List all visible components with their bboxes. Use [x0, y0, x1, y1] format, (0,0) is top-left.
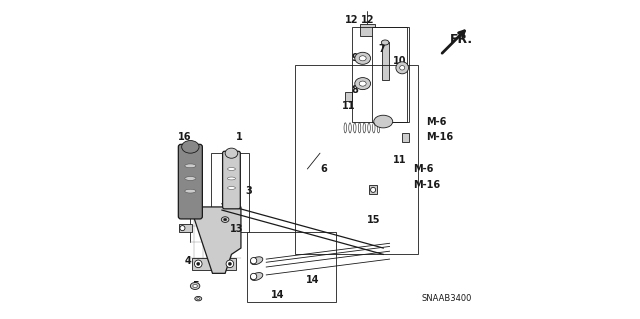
Bar [247, 232, 336, 302]
Ellipse shape [359, 56, 366, 61]
Ellipse shape [344, 123, 347, 133]
Ellipse shape [377, 123, 380, 133]
Text: 11: 11 [393, 154, 406, 165]
Ellipse shape [372, 123, 375, 133]
Text: 14: 14 [306, 275, 319, 285]
Text: SNAAB3400: SNAAB3400 [421, 294, 472, 303]
Text: FR.: FR. [450, 33, 473, 46]
Circle shape [196, 262, 200, 265]
Ellipse shape [227, 167, 236, 170]
Bar [351, 27, 408, 122]
Text: 2: 2 [179, 186, 186, 196]
Bar [381, 42, 388, 80]
Text: 12: 12 [361, 15, 374, 26]
Text: M-6: M-6 [413, 164, 434, 174]
Bar [179, 224, 192, 232]
Ellipse shape [182, 141, 199, 153]
Text: M-16: M-16 [426, 132, 453, 142]
Ellipse shape [185, 189, 196, 193]
Ellipse shape [353, 123, 356, 133]
Text: M-16: M-16 [413, 180, 440, 190]
Ellipse shape [190, 283, 200, 289]
Ellipse shape [193, 285, 197, 287]
Circle shape [226, 260, 234, 268]
Ellipse shape [400, 66, 404, 70]
Ellipse shape [359, 81, 366, 86]
Ellipse shape [355, 78, 371, 90]
Ellipse shape [396, 62, 408, 74]
Circle shape [250, 273, 257, 280]
Bar [294, 65, 418, 254]
Bar [345, 92, 352, 101]
Text: 11: 11 [342, 101, 356, 111]
Ellipse shape [355, 52, 371, 64]
Text: 1: 1 [236, 132, 243, 142]
Circle shape [180, 226, 185, 231]
Text: 6: 6 [320, 164, 327, 174]
Ellipse shape [363, 123, 365, 133]
Text: 5: 5 [192, 281, 198, 291]
Ellipse shape [381, 40, 389, 45]
Text: 8: 8 [351, 85, 358, 95]
Bar [401, 133, 409, 142]
Bar [192, 257, 236, 270]
Text: M-6: M-6 [426, 116, 446, 127]
Text: 10: 10 [393, 56, 406, 66]
Text: 16: 16 [178, 132, 191, 142]
Ellipse shape [185, 164, 196, 168]
Text: 12: 12 [346, 15, 359, 26]
FancyBboxPatch shape [179, 144, 202, 219]
Circle shape [228, 262, 232, 265]
Polygon shape [190, 207, 241, 273]
Ellipse shape [227, 177, 236, 180]
Text: 4: 4 [185, 256, 191, 266]
Bar [369, 185, 377, 194]
Ellipse shape [374, 115, 393, 128]
Text: 13: 13 [230, 224, 243, 234]
FancyBboxPatch shape [223, 151, 240, 209]
Text: 15: 15 [367, 215, 381, 225]
Bar [360, 24, 375, 36]
Bar [372, 27, 407, 122]
Text: 7: 7 [378, 44, 385, 54]
Ellipse shape [223, 218, 227, 221]
Ellipse shape [225, 148, 238, 158]
Ellipse shape [227, 187, 236, 189]
Circle shape [250, 257, 257, 264]
Ellipse shape [197, 298, 200, 300]
Circle shape [195, 260, 202, 268]
Text: 14: 14 [271, 291, 285, 300]
Ellipse shape [349, 123, 351, 133]
Text: 3: 3 [246, 186, 252, 196]
Ellipse shape [195, 296, 202, 301]
Ellipse shape [221, 217, 229, 222]
Ellipse shape [185, 177, 196, 180]
Ellipse shape [358, 123, 361, 133]
Ellipse shape [251, 272, 263, 280]
Text: 9: 9 [351, 53, 358, 63]
Bar [211, 153, 249, 232]
Ellipse shape [251, 257, 263, 265]
Circle shape [371, 187, 376, 192]
Ellipse shape [368, 123, 371, 133]
